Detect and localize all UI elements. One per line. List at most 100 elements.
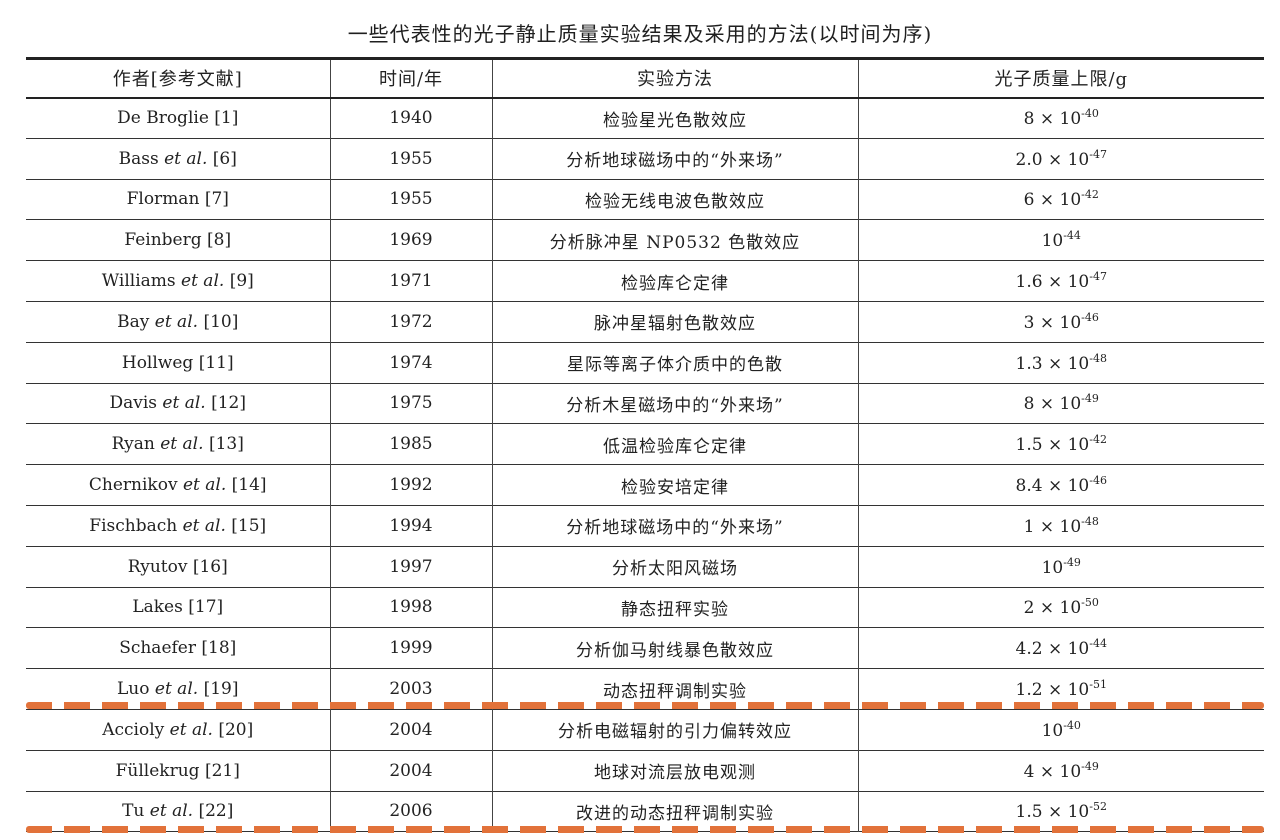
author-etal: et al. — [154, 311, 199, 332]
mass-limit-cell: 10-44 — [857, 219, 1264, 261]
year-cell: 1992 — [329, 464, 492, 506]
reference-number: [15] — [231, 515, 267, 536]
mass-exponent: -52 — [1089, 800, 1107, 814]
author-cell: Fischbach et al. [15] — [26, 505, 330, 546]
method-cell: 分析地球磁场中的“外来场” — [491, 505, 858, 547]
method-cell: 低温检验库仑定律 — [491, 423, 858, 465]
reference-number: [17] — [188, 597, 224, 618]
method-cell: 分析电磁辐射的引力偏转效应 — [491, 709, 858, 751]
mass-limit-cell: 1.6 × 10-47 — [857, 260, 1264, 302]
mass-limit-cell: 4.2 × 10-44 — [857, 627, 1264, 669]
mass-exponent: -47 — [1089, 270, 1107, 284]
author-etal: et al. — [160, 434, 204, 455]
table-row: Hollweg [11] 1974 星际等离子体介质中的色散 1.3 × 10-48 — [26, 342, 1264, 384]
mass-coefficient: 4 × 10 — [1023, 761, 1082, 782]
year-cell: 1955 — [329, 138, 492, 180]
author-name: Williams — [101, 271, 176, 292]
method-cell: 分析脉冲星 NP0532 色散效应 — [491, 219, 858, 261]
table-row: Accioly et al. [20] 2004 分析电磁辐射的引力偏转效应 10-4… — [26, 709, 1264, 751]
reference-number: [13] — [208, 434, 244, 455]
mass-coefficient: 8 × 10 — [1023, 109, 1082, 130]
author-name: Florman — [126, 189, 200, 210]
mass-exponent: -49 — [1063, 555, 1081, 569]
method-cell: 改进的动态扭秤调制实验 — [491, 791, 858, 832]
author-cell: Tu et al. [22] — [26, 791, 330, 832]
mass-exponent: -49 — [1081, 392, 1099, 406]
header-year: 时间/年 — [329, 58, 492, 98]
mass-coefficient: 1.2 × 10 — [1015, 680, 1090, 701]
mass-exponent: -50 — [1081, 596, 1099, 610]
author-name: Schaefer — [119, 638, 196, 659]
method-cell: 地球对流层放电观测 — [491, 750, 858, 792]
table-row: Füllekrug [21] 2004 地球对流层放电观测 4 × 10-49 — [26, 750, 1264, 792]
mass-limit-cell: 1.5 × 10-52 — [857, 791, 1264, 832]
author-name: Füllekrug — [115, 760, 200, 781]
year-cell: 2004 — [329, 750, 492, 792]
author-name: Ryutov — [127, 556, 188, 577]
mass-exponent: -42 — [1081, 188, 1099, 202]
mass-limit-cell: 3 × 10-46 — [857, 301, 1264, 343]
mass-exponent: -48 — [1081, 514, 1099, 528]
year-cell: 2006 — [329, 791, 492, 832]
mass-limit-cell: 10-49 — [857, 546, 1264, 588]
mass-exponent: -48 — [1089, 351, 1107, 365]
table-row: Davis et al. [12] 1975 分析木星磁场中的“外来场” 8 × 10… — [26, 383, 1264, 424]
author-name: Bass — [118, 148, 159, 169]
author-name: Ryan — [111, 434, 155, 455]
author-etal: et al. — [154, 679, 199, 700]
table-row: Bass et al. [6] 1955 分析地球磁场中的“外来场” 2.0 × 10… — [26, 138, 1264, 180]
mass-exponent: -47 — [1089, 147, 1107, 161]
author-cell: Hollweg [11] — [26, 342, 330, 383]
author-etal: et al. — [169, 719, 213, 740]
table-row: Tu et al. [22] 2006 改进的动态扭秤调制实验 1.5 × 10-52 — [26, 791, 1264, 832]
mass-coefficient: 10 — [1041, 231, 1064, 252]
method-cell: 分析伽马射线暴色散效应 — [491, 627, 858, 669]
reference-number: [12] — [211, 393, 247, 414]
table-body: De Broglie [1] 1940 检验星光色散效应 8 × 10-40 Bass … — [26, 97, 1264, 832]
method-cell: 检验无线电波色散效应 — [491, 179, 858, 220]
method-cell: 星际等离子体介质中的色散 — [491, 342, 858, 384]
author-name: Tu — [122, 801, 145, 822]
mass-limit-cell: 1.3 × 10-48 — [857, 342, 1264, 384]
author-cell: Schaefer [18] — [26, 628, 330, 669]
mass-coefficient: 1.5 × 10 — [1015, 435, 1090, 456]
table-row: Feinberg [8] 1969 分析脉冲星 NP0532 色散效应 10-44 — [26, 219, 1264, 261]
mass-coefficient: 8 × 10 — [1023, 394, 1082, 415]
author-name: Fischbach — [89, 515, 178, 536]
year-cell: 1971 — [329, 260, 492, 302]
mass-coefficient: 3 × 10 — [1023, 312, 1082, 333]
method-cell: 脉冲星辐射色散效应 — [491, 301, 858, 343]
mass-limit-cell: 6 × 10-42 — [857, 179, 1264, 220]
mass-exponent: -46 — [1081, 310, 1099, 324]
reference-number: [20] — [218, 719, 254, 740]
year-cell: 1940 — [329, 97, 492, 139]
author-etal: et al. — [181, 271, 225, 292]
table-row: Bay et al. [10] 1972 脉冲星辐射色散效应 3 × 10-46 — [26, 301, 1264, 343]
year-cell: 2004 — [329, 709, 492, 751]
author-cell: Ryan et al. [13] — [26, 424, 330, 465]
highlight-dashed-line-2 — [26, 826, 1264, 833]
reference-number: [22] — [198, 801, 234, 822]
reference-number: [6] — [212, 148, 237, 169]
table-row: De Broglie [1] 1940 检验星光色散效应 8 × 10-40 — [26, 97, 1264, 139]
mass-coefficient: 2.0 × 10 — [1015, 149, 1090, 170]
mass-exponent: -40 — [1063, 718, 1081, 732]
mass-coefficient: 1.6 × 10 — [1015, 272, 1090, 293]
reference-number: [7] — [204, 189, 229, 210]
reference-number: [16] — [192, 556, 228, 577]
highlight-dashed-line-1 — [26, 702, 1264, 709]
mass-exponent: -49 — [1081, 759, 1099, 773]
header-row: 作者[参考文献] 时间/年 实验方法 光子质量上限/g — [26, 58, 1264, 98]
method-cell: 分析太阳风磁场 — [491, 546, 858, 588]
author-cell: Füllekrug [21] — [26, 750, 330, 791]
mass-exponent: -46 — [1089, 474, 1107, 488]
author-name: Chernikov — [88, 475, 178, 496]
mass-coefficient: 10 — [1041, 720, 1064, 741]
table-row: Williams et al. [9] 1971 检验库仑定律 1.6 × 10-47 — [26, 260, 1264, 302]
mass-exponent: -44 — [1063, 229, 1081, 243]
author-name: Luo — [117, 679, 150, 700]
reference-number: [11] — [198, 352, 234, 373]
author-etal: et al. — [164, 148, 208, 169]
reference-number: [1] — [214, 108, 239, 129]
author-name: De Broglie — [117, 108, 209, 129]
